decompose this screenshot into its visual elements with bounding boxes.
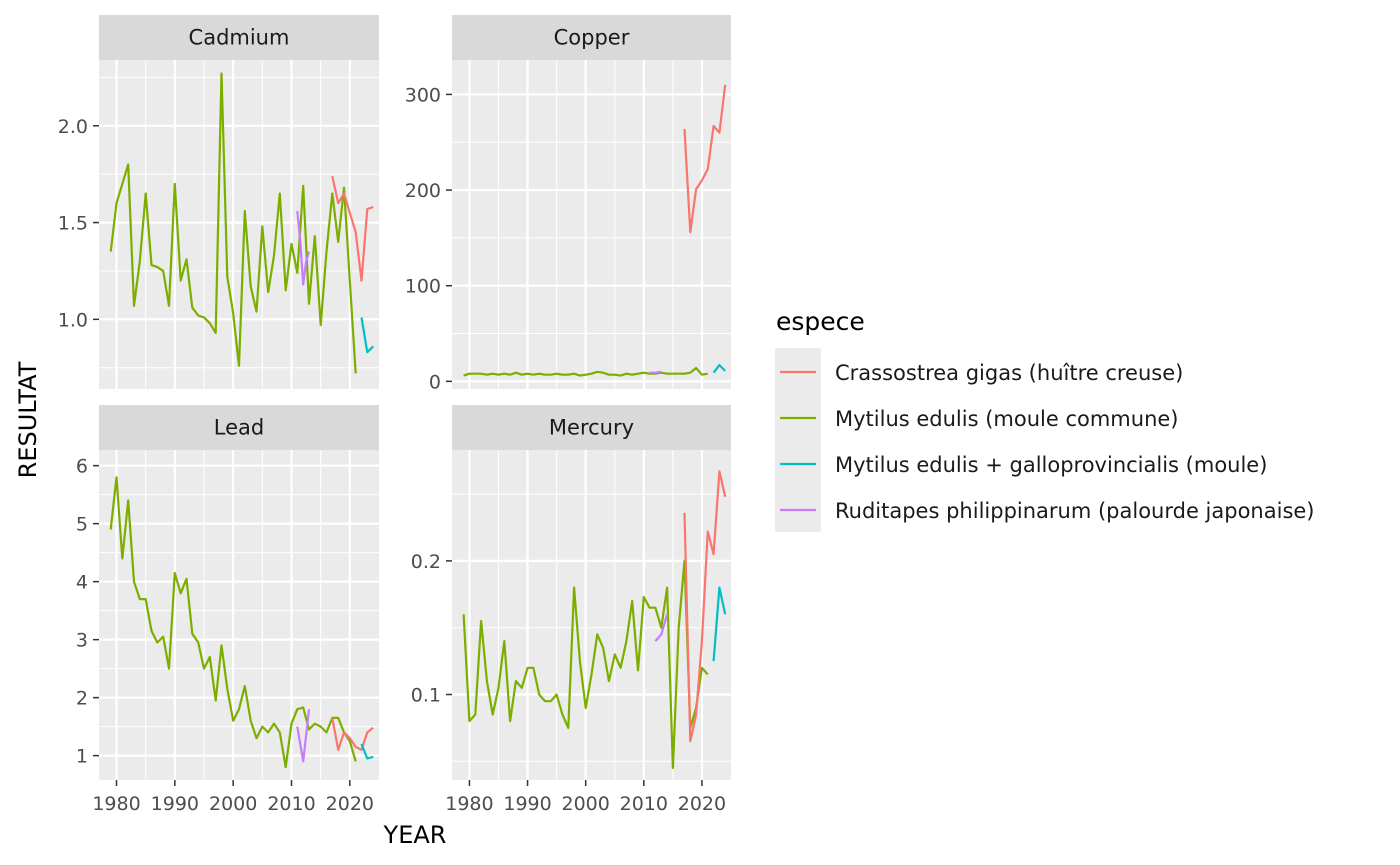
y-axis-title: RESULTAT [14, 361, 42, 478]
series-line [360, 743, 374, 760]
series-line [296, 709, 311, 763]
series-line [463, 366, 708, 377]
x-axis-title: YEAR [383, 821, 447, 849]
series-line [654, 613, 669, 642]
y-tick-label: 0.1 [411, 684, 441, 706]
y-tick-label: 2 [76, 688, 88, 710]
y-tick-label: 4 [76, 572, 88, 594]
strip-label: Cadmium [189, 26, 290, 50]
panel-lead: Lead 1980 1990 2000 2010 2020 1 2 3 4 5 6 [76, 405, 379, 815]
panel-background [99, 450, 379, 780]
legend-entry: Mytilus edulis (moule commune) [780, 407, 1179, 431]
strip-background [452, 405, 731, 450]
series-line [683, 84, 727, 234]
series-line [462, 559, 709, 770]
strip-background [452, 15, 731, 60]
strip-label: Lead [214, 416, 264, 440]
x-tick-label: 2020 [678, 793, 726, 815]
y-tick-label: 0 [429, 371, 441, 393]
x-tick-label: 2000 [209, 793, 257, 815]
strip-background [99, 405, 379, 450]
legend-label: Mytilus edulis + galloprovincialis (moul… [835, 453, 1267, 477]
panel-cadmium: Cadmium 1.0 1.5 2.0 [58, 15, 379, 389]
series-line [109, 476, 357, 769]
y-tick-label: 2.0 [58, 116, 88, 138]
x-tick-label: 1980 [92, 793, 140, 815]
legend: espece Crassostrea gigas (huître creuse)… [775, 307, 1315, 532]
x-tick-label: 2020 [326, 793, 374, 815]
series-line [109, 72, 357, 374]
legend-title: espece [776, 307, 865, 336]
strip-label: Mercury [549, 416, 634, 440]
y-tick-label: 1 [76, 746, 88, 768]
y-tick-label: 5 [76, 514, 88, 536]
x-tick-label: 2010 [620, 793, 668, 815]
legend-entry: Ruditapes philippinarum (palourde japona… [780, 499, 1315, 523]
series-line [360, 317, 374, 354]
series-line [331, 175, 374, 282]
series-line [683, 470, 727, 743]
y-tick-label: 1.0 [58, 309, 88, 331]
legend-label: Crassostrea gigas (huître creuse) [835, 361, 1183, 385]
legend-entry: Crassostrea gigas (huître creuse) [780, 361, 1183, 385]
x-tick-label: 2000 [562, 793, 610, 815]
series-line [649, 370, 662, 374]
panels: Cadmium 1.0 1.5 2.0 Copper 0 100 200 300 Lead 1980… [58, 15, 731, 815]
strip-background [99, 15, 379, 60]
series-line [712, 364, 726, 374]
x-tick-label: 1990 [151, 793, 199, 815]
x-tick-label: 1980 [445, 793, 493, 815]
y-tick-label: 0.2 [411, 551, 441, 573]
y-tick-label: 100 [405, 276, 441, 298]
legend-key-background [775, 348, 821, 532]
legend-label: Ruditapes philippinarum (palourde japona… [835, 499, 1315, 523]
legend-label: Mytilus edulis (moule commune) [835, 407, 1179, 431]
series-line [296, 210, 311, 286]
series-line [712, 586, 727, 662]
x-tick-label: 1990 [503, 793, 551, 815]
strip-label: Copper [554, 26, 630, 50]
y-tick-label: 3 [76, 630, 88, 652]
y-tick-label: 300 [405, 84, 441, 106]
y-tick-label: 200 [405, 180, 441, 202]
panel-mercury: Mercury 1980 1990 2000 2010 2020 0.1 0.2 [411, 405, 731, 815]
series-line [331, 717, 374, 751]
legend-entry: Mytilus edulis + galloprovincialis (moul… [780, 453, 1267, 477]
x-tick-label: 2010 [267, 793, 315, 815]
panel-copper: Copper 0 100 200 300 [405, 15, 731, 393]
y-tick-label: 1.5 [58, 213, 88, 235]
y-tick-label: 6 [76, 456, 88, 478]
